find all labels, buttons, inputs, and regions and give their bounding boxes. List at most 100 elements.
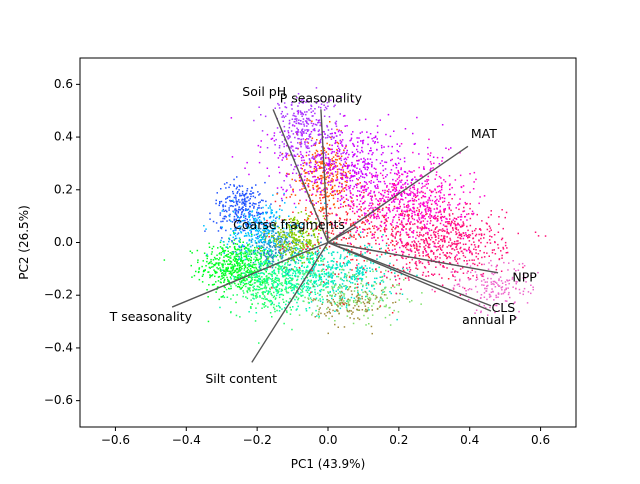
scatter-point: [380, 194, 383, 196]
scatter-point: [413, 200, 415, 202]
scatter-point: [231, 200, 234, 202]
scatter-point: [250, 280, 252, 282]
scatter-point: [472, 213, 474, 216]
scatter-point: [321, 194, 323, 196]
scatter-point: [361, 280, 363, 282]
scatter-point: [330, 274, 333, 276]
scatter-point: [494, 253, 497, 255]
scatter-point: [234, 237, 237, 240]
scatter-point: [374, 277, 376, 280]
scatter-point: [233, 219, 235, 221]
scatter-point: [422, 185, 424, 188]
scatter-point: [255, 275, 257, 277]
scatter-point: [234, 204, 237, 207]
scatter-point: [306, 259, 308, 261]
scatter-point: [412, 186, 414, 189]
scatter-point: [364, 207, 367, 209]
scatter-point: [416, 231, 418, 234]
scatter-point: [388, 244, 390, 246]
scatter-point: [277, 279, 280, 282]
scatter-point: [368, 208, 371, 210]
scatter-point: [251, 279, 254, 281]
scatter-point: [456, 244, 458, 246]
scatter-point: [329, 207, 332, 210]
scatter-point: [356, 301, 358, 304]
scatter-point: [305, 240, 307, 242]
scatter-point: [226, 246, 228, 248]
scatter-point: [334, 303, 336, 305]
scatter-point: [406, 248, 408, 251]
scatter-point: [434, 189, 436, 191]
scatter-point: [286, 268, 288, 271]
scatter-point: [331, 254, 333, 256]
scatter-point: [392, 264, 395, 267]
scatter-point: [340, 164, 342, 166]
scatter-point: [435, 191, 438, 194]
scatter-point: [232, 259, 235, 261]
scatter-point: [418, 254, 421, 257]
scatter-point: [454, 225, 457, 227]
scatter-point: [359, 208, 361, 210]
scatter-point: [417, 191, 419, 193]
scatter-point: [328, 317, 330, 320]
scatter-point: [409, 229, 411, 231]
scatter-point: [249, 205, 251, 208]
scatter-point: [455, 260, 458, 262]
scatter-point: [309, 293, 311, 295]
scatter-point: [327, 212, 330, 215]
scatter-point: [261, 303, 264, 305]
scatter-point: [418, 262, 421, 264]
scatter-point: [274, 152, 276, 154]
scatter-point: [396, 193, 398, 195]
scatter-point: [478, 239, 480, 241]
scatter-point: [326, 272, 328, 274]
scatter-point: [263, 242, 266, 244]
scatter-point: [324, 283, 327, 286]
scatter-point: [261, 284, 263, 286]
scatter-point: [262, 236, 264, 239]
scatter-point: [306, 265, 309, 267]
scatter-point: [293, 217, 295, 220]
scatter-point: [441, 184, 443, 187]
scatter-point: [373, 288, 376, 290]
scatter-point: [241, 203, 243, 205]
scatter-point: [382, 189, 384, 192]
scatter-point: [318, 315, 320, 318]
scatter-point: [264, 302, 266, 304]
scatter-point: [425, 183, 428, 186]
scatter-point: [453, 242, 455, 245]
scatter-point: [239, 228, 242, 230]
scatter-point: [241, 244, 244, 246]
scatter-point: [223, 252, 225, 255]
scatter-point: [220, 278, 222, 281]
scatter-point: [261, 245, 263, 247]
scatter-point: [280, 252, 282, 254]
scatter-point: [425, 250, 427, 252]
scatter-point: [291, 253, 293, 255]
scatter-point: [250, 278, 253, 280]
scatter-point: [276, 239, 278, 242]
scatter-point: [254, 246, 256, 249]
scatter-point: [379, 305, 382, 307]
scatter-point: [315, 222, 318, 224]
scatter-point: [320, 163, 322, 165]
scatter-point: [368, 204, 370, 207]
scatter-point: [286, 158, 288, 160]
scatter-point: [427, 208, 430, 211]
scatter-point: [236, 192, 238, 194]
scatter-point: [249, 219, 251, 221]
scatter-point: [272, 306, 275, 309]
scatter-point: [305, 213, 307, 215]
scatter-point: [324, 164, 327, 166]
scatter-point: [418, 209, 420, 211]
scatter-point: [336, 173, 339, 175]
scatter-point: [328, 300, 330, 302]
scatter-point: [250, 241, 253, 243]
scatter-point: [428, 229, 431, 232]
scatter-point: [430, 215, 433, 217]
scatter-point: [225, 246, 227, 248]
scatter-point: [239, 282, 242, 284]
scatter-point: [291, 278, 293, 280]
scatter-point: [307, 270, 310, 272]
scatter-point: [343, 249, 345, 252]
